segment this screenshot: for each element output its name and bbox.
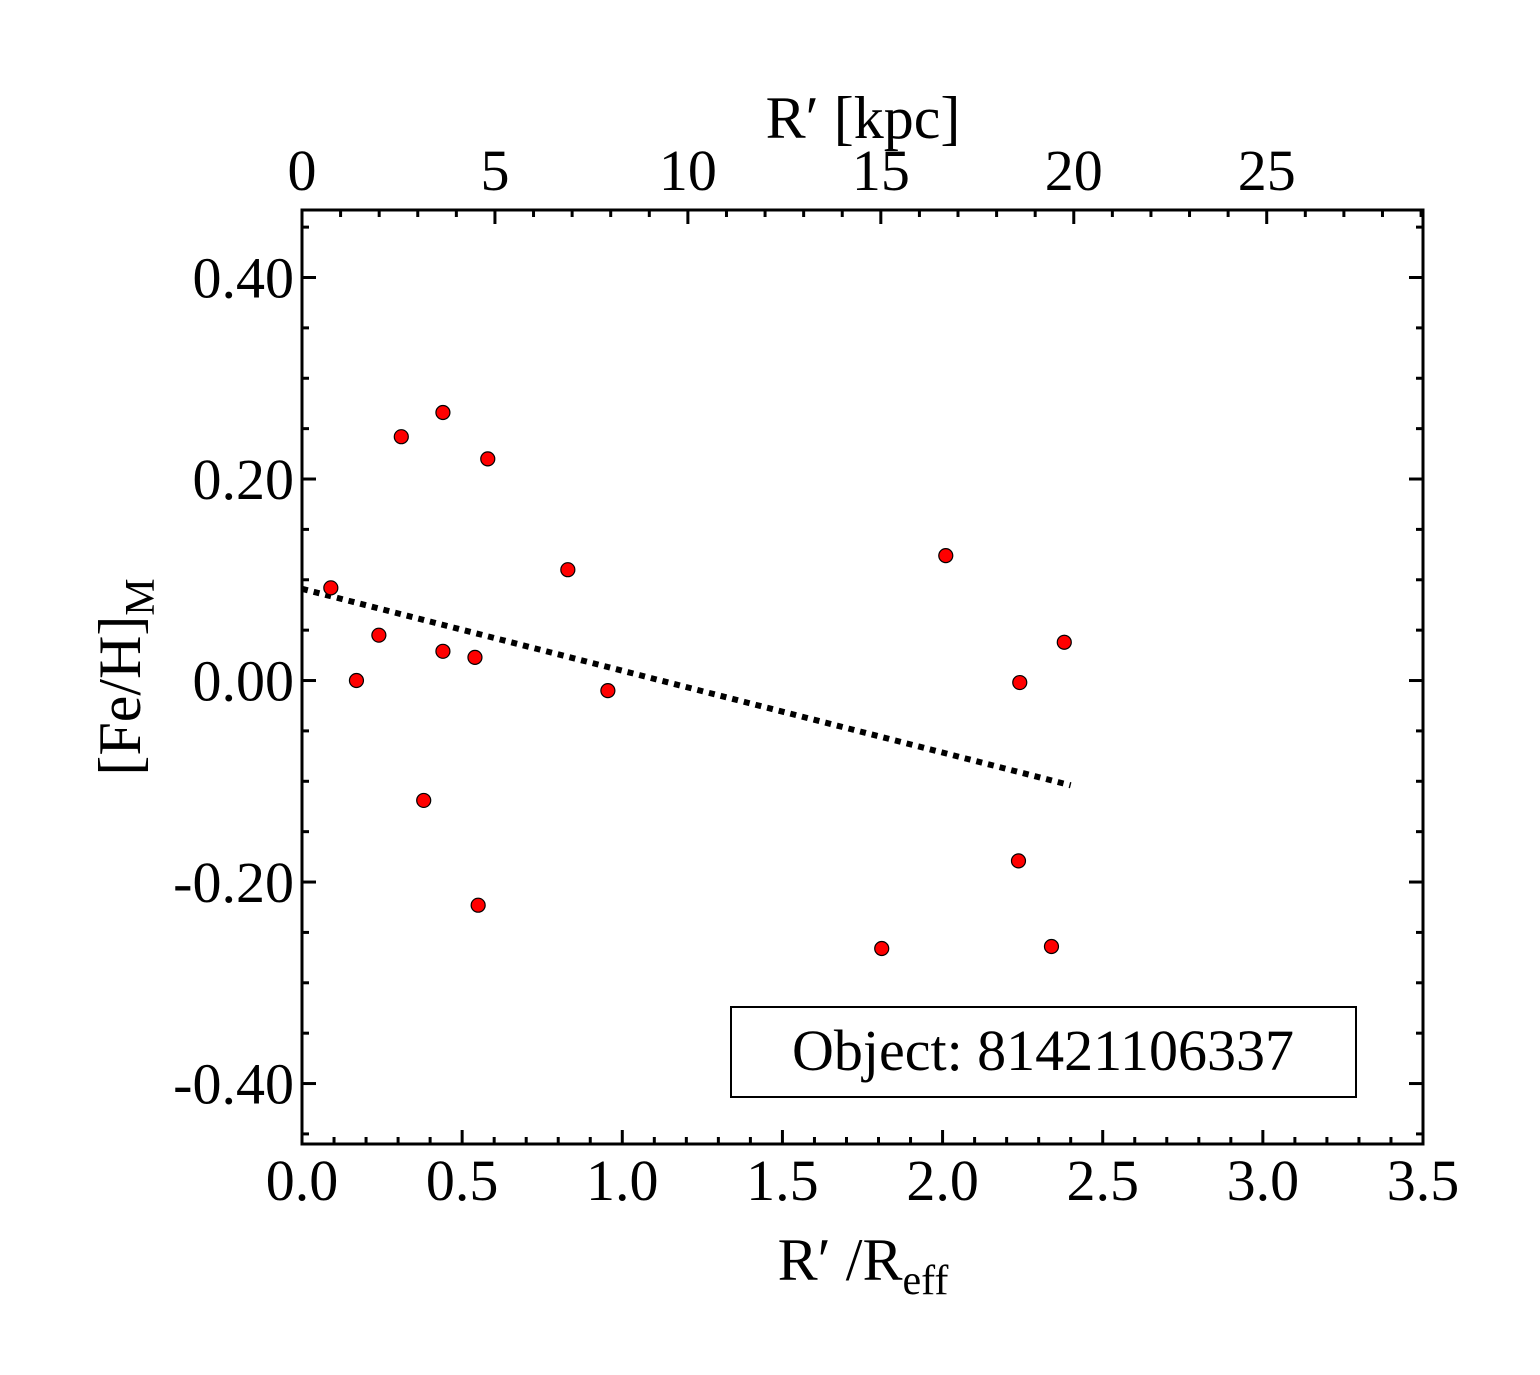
data-point	[1056, 634, 1072, 650]
data-point	[348, 672, 365, 689]
x-axis-title-sub: eff	[902, 1258, 948, 1304]
x-tick-label: 3.5	[1387, 1148, 1460, 1213]
fit-line-layer	[301, 585, 1072, 789]
y-axis-title-sub: M	[118, 578, 164, 615]
top-tick-label: 10	[659, 138, 717, 203]
y-axis-title: [Fe/H]M	[87, 578, 164, 775]
data-point	[1043, 938, 1060, 955]
x-tick-label: 3.0	[1227, 1148, 1300, 1213]
data-point	[416, 792, 432, 809]
data-point	[1012, 674, 1028, 691]
y-tick-label: -0.40	[173, 1052, 294, 1117]
x-tick-label: 1.5	[746, 1148, 819, 1213]
x-axis-title-main: R′ /R	[778, 1227, 903, 1293]
x-tick-label: 2.0	[906, 1148, 979, 1213]
data-point	[467, 649, 483, 665]
data-point	[1010, 853, 1027, 869]
top-tick-label: 20	[1045, 138, 1103, 203]
tick-labels: 0.0 0.5 1.0 1.5 2.0 2.5 3.0 3.5 0 5 10 15 20 25 -0.40 -…	[173, 138, 1459, 1213]
y-tick-label: 0.40	[193, 246, 295, 311]
x-tick-label: 1.0	[586, 1148, 659, 1213]
top-tick-label: 25	[1238, 138, 1296, 203]
fit-line	[301, 585, 1072, 789]
data-point	[600, 683, 616, 699]
data-point	[393, 429, 409, 445]
y-tick-label: 0.20	[193, 447, 295, 512]
data-point	[480, 451, 496, 467]
tick-marks	[300, 210, 1425, 1144]
legend-text: Object: 81421106337	[792, 1018, 1294, 1083]
data-point	[560, 562, 576, 578]
data-point	[938, 547, 954, 564]
legend-box: Object: 81421106337	[730, 1006, 1357, 1098]
plot-frame	[300, 208, 1425, 1146]
data-point	[323, 580, 339, 596]
y-tick-label: -0.20	[173, 850, 294, 915]
top-tick-label: 15	[852, 138, 910, 203]
x-tick-label: 2.5	[1066, 1148, 1139, 1213]
x-axis-title: R′ /Reff	[778, 1227, 949, 1304]
y-tick-label: 0.00	[193, 649, 295, 714]
top-axis-title: R′ [kpc]	[766, 85, 961, 151]
data-point	[470, 897, 486, 913]
x-tick-label: 0.0	[266, 1148, 339, 1213]
x-tick-label: 0.5	[426, 1148, 499, 1213]
data-point	[435, 404, 451, 421]
data-point	[371, 627, 387, 643]
data-point	[435, 643, 451, 659]
top-tick-label: 0	[288, 138, 317, 203]
top-tick-label: 5	[480, 138, 509, 203]
data-points	[323, 404, 1072, 957]
y-axis-title-main: [Fe/H]	[87, 616, 153, 776]
data-point	[874, 940, 890, 957]
